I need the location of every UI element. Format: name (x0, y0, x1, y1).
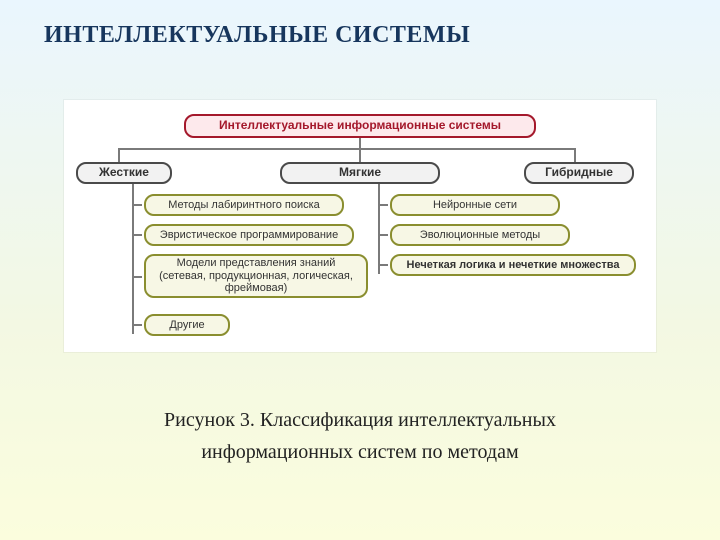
connector (359, 148, 361, 162)
connector (359, 138, 361, 148)
node-leaf-0-0: Методы лабиринтного поиска (144, 194, 344, 216)
figure-caption: Рисунок 3. Классификация интеллектуальны… (0, 404, 720, 468)
node-label: Методы лабиринтного поиска (168, 199, 320, 212)
node-leaf-1-0: Нейронные сети (390, 194, 560, 216)
node-leaf-0-3: Другие (144, 314, 230, 336)
node-label: Эвристическое программирование (160, 229, 338, 242)
node-label: Нечеткая логика и нечеткие множества (407, 259, 620, 272)
node-label: Мягкие (339, 166, 381, 180)
connector (132, 234, 142, 236)
node-label: Модели представления знаний (сетевая, пр… (152, 257, 360, 295)
connector (574, 148, 576, 162)
node-label: Другие (169, 319, 204, 332)
connector (118, 148, 120, 162)
node-leaf-0-1: Эвристическое программирование (144, 224, 354, 246)
diagram-container: Интеллектуальные информационные системы … (64, 100, 656, 352)
node-leaf-1-2: Нечеткая логика и нечеткие множества (390, 254, 636, 276)
node-root: Интеллектуальные информационные системы (184, 114, 536, 138)
caption-line: Рисунок 3. Классификация интеллектуальны… (0, 404, 720, 436)
node-branch-1: Мягкие (280, 162, 440, 184)
node-label: Эволюционные методы (420, 229, 540, 242)
connector (132, 324, 142, 326)
connector (132, 276, 142, 278)
connector (378, 204, 388, 206)
connector (132, 204, 142, 206)
node-branch-2: Гибридные (524, 162, 634, 184)
node-label: Гибридные (545, 166, 613, 180)
connector (378, 184, 380, 274)
connector (378, 234, 388, 236)
connector (132, 184, 134, 334)
node-label: Жесткие (99, 166, 149, 180)
caption-line: информационных систем по методам (0, 436, 720, 468)
node-leaf-0-2: Модели представления знаний (сетевая, пр… (144, 254, 368, 298)
node-label: Интеллектуальные информационные системы (219, 119, 501, 133)
page-title: ИНТЕЛЛЕКТУАЛЬНЫЕ СИСТЕМЫ (44, 22, 470, 49)
connector (118, 148, 576, 150)
node-leaf-1-1: Эволюционные методы (390, 224, 570, 246)
node-branch-0: Жесткие (76, 162, 172, 184)
connector (378, 264, 388, 266)
node-label: Нейронные сети (433, 199, 517, 212)
